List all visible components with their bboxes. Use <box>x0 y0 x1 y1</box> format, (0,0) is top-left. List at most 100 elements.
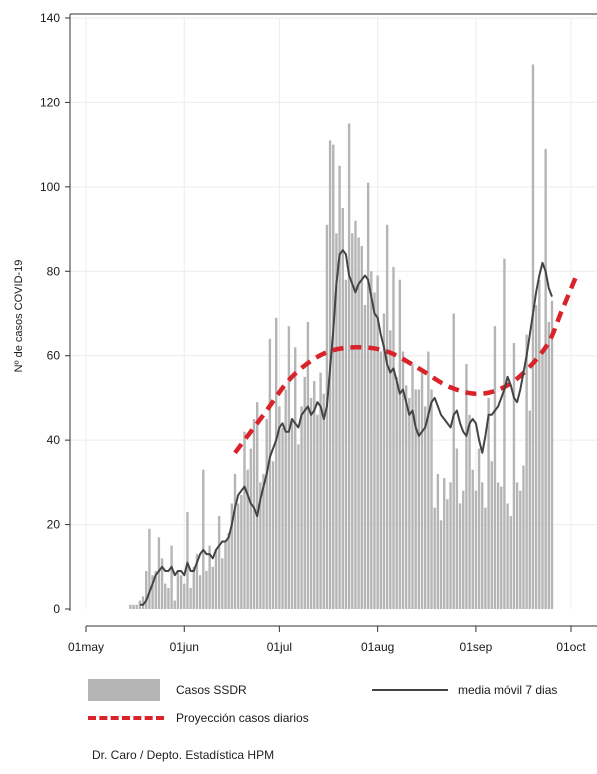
bar <box>427 351 430 609</box>
bar <box>306 321 310 609</box>
bar <box>230 503 234 609</box>
bar <box>338 165 341 609</box>
bar <box>360 245 363 609</box>
bar <box>271 461 275 609</box>
bar <box>449 482 452 609</box>
bar <box>382 313 386 609</box>
bar <box>544 148 547 609</box>
bar <box>404 385 408 609</box>
bar <box>186 511 189 609</box>
bar <box>255 402 259 609</box>
bar <box>316 414 319 609</box>
bar <box>531 64 535 609</box>
bar <box>515 482 519 609</box>
bar <box>294 347 297 609</box>
bar <box>373 292 376 609</box>
y-tick-label: 40 <box>47 433 61 447</box>
bar <box>145 571 148 609</box>
bar <box>322 393 325 609</box>
bar <box>493 326 497 609</box>
y-tick-label: 140 <box>40 11 60 25</box>
bar <box>202 469 205 609</box>
bar <box>455 448 459 609</box>
bar <box>500 486 503 609</box>
bar <box>477 448 481 609</box>
legend-swatch-bars <box>88 679 160 701</box>
bar <box>319 372 322 609</box>
bar <box>205 571 208 609</box>
bar <box>160 558 164 609</box>
bar <box>303 376 306 609</box>
moving-average-line <box>139 249 553 606</box>
bar <box>389 330 392 609</box>
bar <box>519 490 522 609</box>
bar <box>249 448 253 609</box>
bar <box>503 258 506 609</box>
bar <box>170 545 173 609</box>
bar <box>281 427 284 609</box>
bar <box>332 144 335 609</box>
bar <box>208 545 211 609</box>
bar <box>490 461 493 609</box>
bar <box>148 528 151 609</box>
bar <box>290 419 294 609</box>
bar <box>408 397 411 609</box>
bar <box>458 503 462 609</box>
bar <box>236 503 240 609</box>
x-tick-label: 01may <box>68 640 104 654</box>
bar <box>401 351 405 609</box>
bar <box>351 233 354 610</box>
bar <box>392 267 395 609</box>
legend-label-bars: Casos SSDR <box>176 683 247 697</box>
bar <box>541 351 544 609</box>
bar <box>462 490 465 609</box>
bar <box>522 465 525 609</box>
x-tick-label: 01sep <box>460 640 493 654</box>
bar <box>198 575 202 609</box>
legend-swatch-dashed <box>88 716 164 720</box>
bar <box>183 583 186 609</box>
bar <box>259 482 262 609</box>
bar <box>538 279 541 609</box>
axes <box>69 13 597 627</box>
bar <box>528 410 531 609</box>
bar <box>433 507 436 609</box>
bar <box>385 224 389 609</box>
bar <box>275 317 278 609</box>
bar <box>297 444 300 609</box>
bar <box>436 473 440 609</box>
bar <box>313 381 316 609</box>
line-series-media-movil <box>139 249 553 606</box>
line-series-proyeccion <box>233 272 580 455</box>
bar <box>468 414 471 609</box>
bar <box>423 406 427 609</box>
bar <box>398 279 402 609</box>
bar <box>506 503 509 609</box>
y-tick-label: 120 <box>40 95 60 109</box>
bar <box>439 520 443 609</box>
bar <box>430 389 433 609</box>
bar <box>335 233 338 610</box>
bar <box>525 334 528 609</box>
bar <box>135 604 138 609</box>
bar <box>167 587 170 609</box>
legend-label-line: media móvil 7 dias <box>458 683 558 697</box>
bar <box>227 533 230 609</box>
bar <box>154 571 157 609</box>
legend-item-proyeccion: Proyección casos diarios <box>88 711 309 725</box>
bar <box>278 406 281 609</box>
y-axis-title: Nº de casos COVID-19 <box>13 260 25 373</box>
bar <box>411 364 414 609</box>
bar <box>179 575 183 609</box>
bar <box>214 549 218 609</box>
bar <box>287 326 291 609</box>
bar <box>262 473 265 609</box>
bar <box>268 338 272 609</box>
y-tick-label: 0 <box>53 602 60 616</box>
bar <box>151 575 154 609</box>
bar <box>325 224 329 609</box>
bar <box>189 587 192 609</box>
y-tick-label: 80 <box>47 264 61 278</box>
legend-item-media-movil: media móvil 7 dias <box>372 683 557 697</box>
